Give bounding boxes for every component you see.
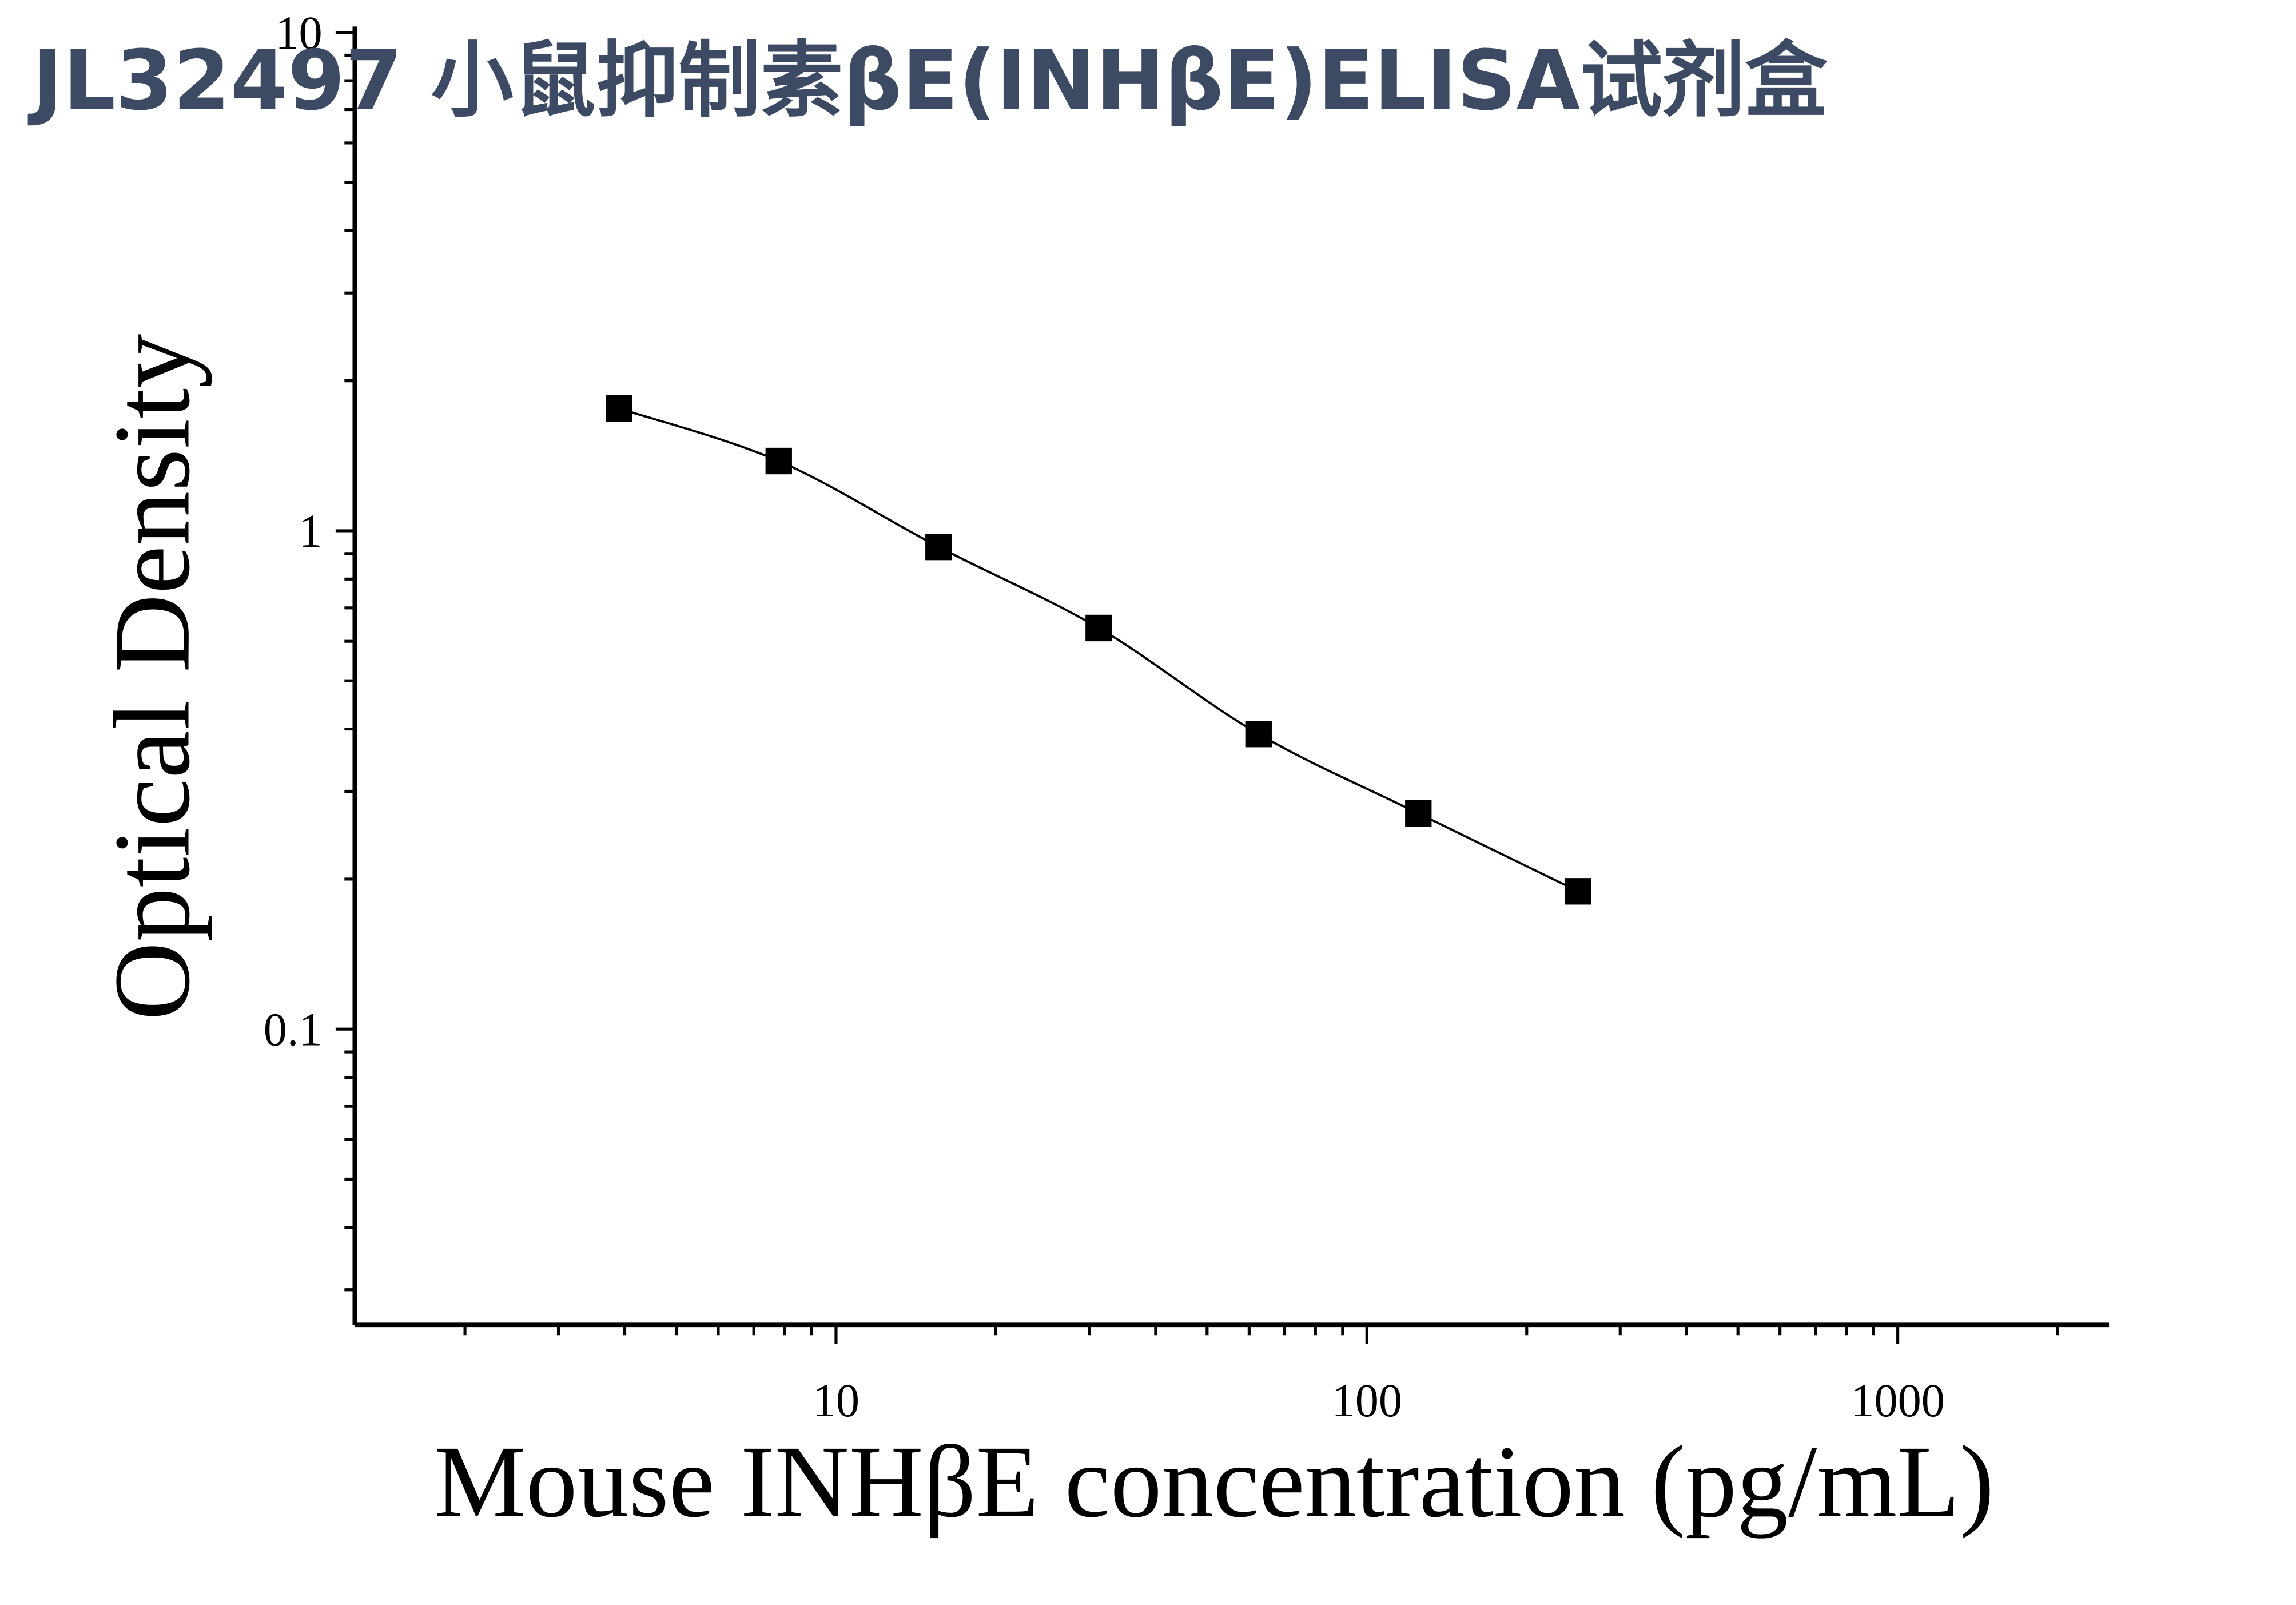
y-tick-label: 0.1 — [264, 1003, 323, 1055]
y-axis-label: Optical Density — [92, 334, 213, 1021]
data-point — [765, 447, 792, 475]
data-point — [1245, 721, 1272, 748]
x-axis-label: Mouse INHβE concentration (pg/mL) — [434, 1424, 1994, 1539]
data-point — [1405, 800, 1432, 827]
x-tick-label: 10 — [813, 1374, 859, 1427]
data-point — [925, 534, 952, 561]
y-tick-label: 10 — [275, 7, 322, 59]
x-tick-label: 1000 — [1851, 1374, 1945, 1427]
data-point — [606, 395, 632, 422]
chart-title: JL32497 小鼠抑制素βE(INHβE)ELISA试剂盒 — [27, 32, 1828, 128]
x-tick-label: 100 — [1332, 1374, 1403, 1427]
data-point — [1565, 878, 1591, 905]
data-point — [1085, 614, 1112, 642]
y-tick-label: 1 — [299, 505, 323, 557]
plot-area: 10 100 1000 0.1 1 10 — [264, 7, 2110, 1427]
